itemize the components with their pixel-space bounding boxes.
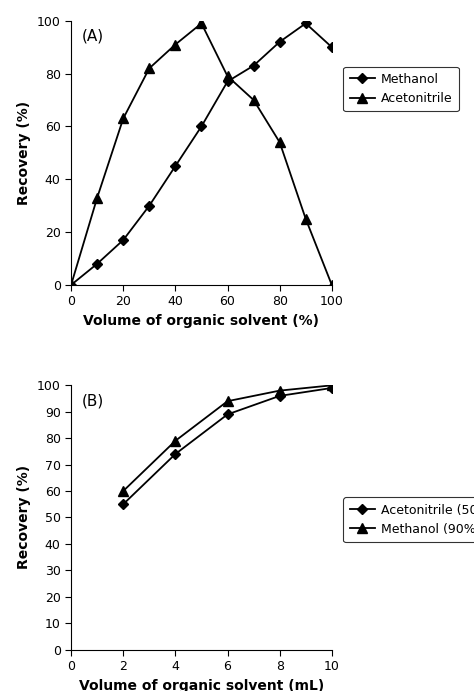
Text: (A): (A) bbox=[82, 28, 104, 44]
Acetonitrile bbox=[146, 64, 152, 73]
Legend: Methanol, Acetonitrile: Methanol, Acetonitrile bbox=[343, 66, 459, 111]
Line: Acetonitrile (50%): Acetonitrile (50%) bbox=[120, 384, 335, 508]
X-axis label: Volume of organic solvent (%): Volume of organic solvent (%) bbox=[83, 314, 319, 328]
Methanol bbox=[146, 202, 152, 210]
Methanol bbox=[173, 162, 178, 170]
Methanol bbox=[120, 236, 126, 244]
Acetonitrile bbox=[173, 40, 178, 48]
Methanol (90%) bbox=[120, 487, 126, 495]
Methanol (90%) bbox=[329, 381, 335, 390]
Acetonitrile (50%) bbox=[277, 392, 283, 400]
Acetonitrile bbox=[303, 215, 309, 223]
Methanol bbox=[251, 61, 256, 70]
Acetonitrile bbox=[68, 281, 74, 289]
Acetonitrile (50%) bbox=[329, 384, 335, 392]
Acetonitrile (50%) bbox=[225, 410, 230, 419]
Y-axis label: Recovery (%): Recovery (%) bbox=[17, 465, 31, 569]
Acetonitrile bbox=[329, 281, 335, 289]
Methanol bbox=[225, 77, 230, 86]
Methanol (90%) bbox=[173, 437, 178, 445]
Acetonitrile bbox=[277, 138, 283, 146]
Text: (B): (B) bbox=[82, 393, 104, 408]
Methanol bbox=[68, 281, 74, 289]
X-axis label: Volume of organic solvent (mL): Volume of organic solvent (mL) bbox=[79, 679, 324, 691]
Acetonitrile (50%) bbox=[173, 450, 178, 458]
Methanol bbox=[277, 38, 283, 46]
Methanol bbox=[303, 19, 309, 28]
Line: Acetonitrile: Acetonitrile bbox=[66, 19, 337, 290]
Legend: Acetonitrile (50%), Methanol (90%): Acetonitrile (50%), Methanol (90%) bbox=[343, 498, 474, 542]
Methanol bbox=[94, 260, 100, 268]
Methanol bbox=[199, 122, 204, 131]
Acetonitrile bbox=[225, 72, 230, 80]
Acetonitrile bbox=[120, 114, 126, 122]
Acetonitrile (50%) bbox=[120, 500, 126, 509]
Line: Methanol: Methanol bbox=[68, 20, 335, 288]
Acetonitrile bbox=[94, 193, 100, 202]
Methanol (90%) bbox=[277, 386, 283, 395]
Acetonitrile bbox=[199, 19, 204, 28]
Y-axis label: Recovery (%): Recovery (%) bbox=[17, 101, 31, 205]
Acetonitrile bbox=[251, 96, 256, 104]
Methanol (90%) bbox=[225, 397, 230, 406]
Methanol bbox=[329, 43, 335, 51]
Line: Methanol (90%): Methanol (90%) bbox=[118, 381, 337, 496]
